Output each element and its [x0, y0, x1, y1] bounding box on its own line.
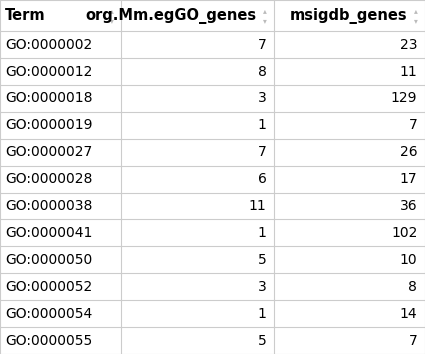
Text: 14: 14 — [400, 307, 417, 321]
Text: 11: 11 — [249, 199, 266, 213]
Text: ▴: ▴ — [110, 6, 114, 16]
Text: 23: 23 — [400, 38, 417, 52]
Text: GO:0000018: GO:0000018 — [5, 91, 93, 105]
Text: GO:0000002: GO:0000002 — [5, 38, 92, 52]
Text: 7: 7 — [258, 38, 266, 52]
Text: 7: 7 — [408, 118, 417, 132]
Text: 129: 129 — [391, 91, 417, 105]
Text: org.Mm.egGO_genes: org.Mm.egGO_genes — [85, 7, 256, 24]
Text: GO:0000012: GO:0000012 — [5, 64, 93, 79]
Text: 11: 11 — [400, 64, 417, 79]
Text: GO:0000052: GO:0000052 — [5, 280, 92, 294]
Text: 6: 6 — [258, 172, 266, 186]
Text: 8: 8 — [408, 280, 417, 294]
Text: 7: 7 — [408, 333, 417, 348]
Text: GO:0000041: GO:0000041 — [5, 226, 93, 240]
Text: Term: Term — [5, 8, 46, 23]
Text: 36: 36 — [400, 199, 417, 213]
Text: ▴: ▴ — [263, 6, 267, 16]
Text: ▾: ▾ — [263, 16, 267, 25]
Text: 102: 102 — [391, 226, 417, 240]
Text: GO:0000038: GO:0000038 — [5, 199, 93, 213]
Text: 10: 10 — [400, 253, 417, 267]
Text: GO:0000050: GO:0000050 — [5, 253, 92, 267]
Text: GO:0000055: GO:0000055 — [5, 333, 92, 348]
Text: msigdb_genes: msigdb_genes — [289, 7, 407, 24]
Text: 26: 26 — [400, 145, 417, 159]
Text: 8: 8 — [258, 64, 266, 79]
Text: 7: 7 — [258, 145, 266, 159]
Text: GO:0000027: GO:0000027 — [5, 145, 92, 159]
Text: 17: 17 — [400, 172, 417, 186]
Text: GO:0000028: GO:0000028 — [5, 172, 93, 186]
Text: ▾: ▾ — [110, 16, 114, 25]
Text: GO:0000019: GO:0000019 — [5, 118, 93, 132]
Text: 3: 3 — [258, 91, 266, 105]
Text: 5: 5 — [258, 253, 266, 267]
Text: ▾: ▾ — [414, 16, 418, 25]
Text: 1: 1 — [258, 118, 266, 132]
Text: 1: 1 — [258, 226, 266, 240]
Text: 1: 1 — [258, 307, 266, 321]
Text: 3: 3 — [258, 280, 266, 294]
Text: ▴: ▴ — [414, 6, 418, 16]
Text: 5: 5 — [258, 333, 266, 348]
Text: GO:0000054: GO:0000054 — [5, 307, 92, 321]
